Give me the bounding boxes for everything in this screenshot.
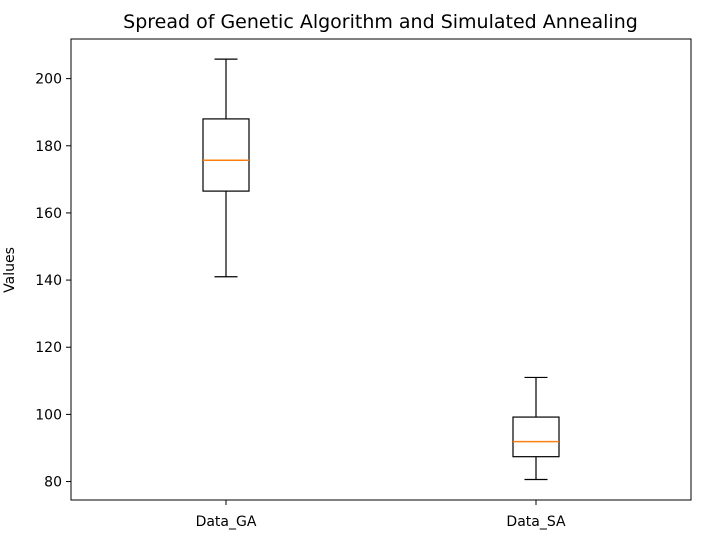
y-tick-label: 160	[35, 206, 62, 222]
x-tick-label: Data_GA	[196, 514, 257, 530]
y-tick-label: 120	[35, 340, 62, 356]
box-series	[202, 58, 560, 481]
y-tick-label: 80	[44, 475, 62, 491]
x-axis: Data_GA Data_SA	[196, 500, 566, 530]
x-tick-label: Data_SA	[506, 514, 566, 530]
axes-frame	[70, 38, 692, 501]
box-iqr	[202, 118, 250, 192]
y-tick-label: 100	[35, 407, 62, 423]
y-tick-label: 140	[35, 273, 62, 289]
chart-title: Spread of Genetic Algorithm and Simulate…	[123, 11, 638, 33]
y-axis-label: Values	[2, 247, 18, 293]
box-group	[512, 376, 560, 481]
y-tick-label: 200	[35, 72, 62, 88]
y-axis: 80 100 120 140 160 180 200	[35, 72, 71, 491]
box-iqr	[512, 416, 560, 458]
y-tick-label: 180	[35, 139, 62, 155]
box-group	[202, 58, 250, 278]
